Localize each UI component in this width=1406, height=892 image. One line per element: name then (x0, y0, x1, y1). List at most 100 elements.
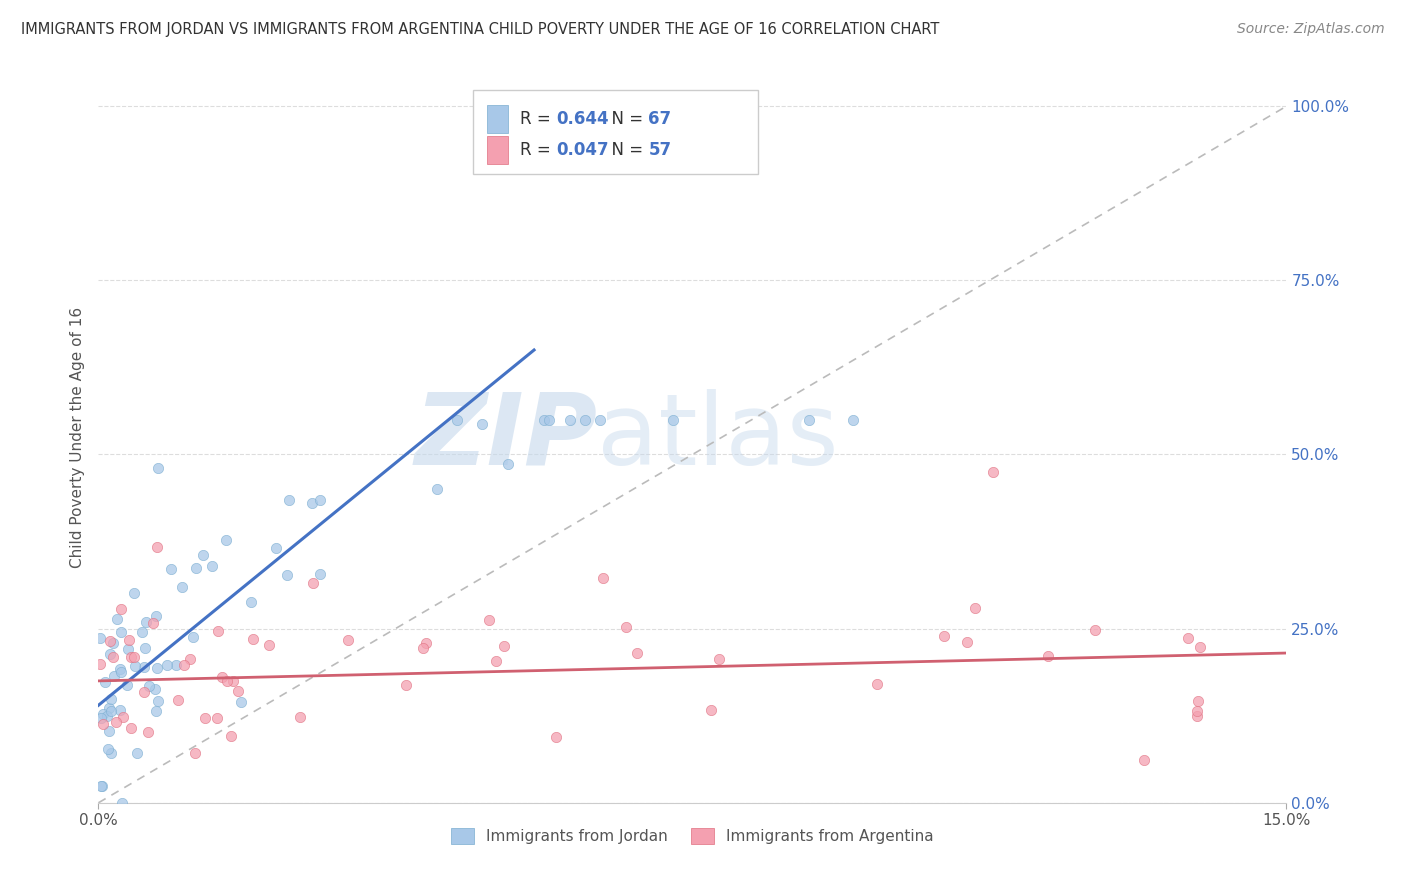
Point (117, 641, 139, 656)
Point (101, 650, 124, 665)
Point (842, 412, 865, 426)
Point (101, 636, 124, 650)
Point (156, 658, 179, 673)
Point (145, 609, 167, 624)
Point (533, 412, 555, 426)
Point (207, 624, 229, 639)
Point (173, 658, 195, 673)
Text: Source: ZipAtlas.com: Source: ZipAtlas.com (1237, 22, 1385, 37)
Point (160, 562, 183, 576)
Point (100, 704, 122, 718)
Point (415, 636, 437, 650)
Point (662, 412, 685, 426)
Point (191, 549, 214, 563)
Point (1084, 623, 1107, 637)
Point (614, 620, 637, 634)
Point (90, 779, 112, 793)
Point (395, 677, 418, 691)
Point (184, 560, 207, 574)
Text: 57: 57 (648, 141, 672, 159)
Point (1187, 694, 1209, 708)
Point (98, 701, 121, 715)
Point (100, 692, 122, 706)
Text: ZIP: ZIP (415, 389, 598, 485)
Point (145, 704, 167, 718)
Point (1133, 753, 1156, 767)
Point (97, 741, 120, 756)
Point (179, 651, 201, 665)
Point (91, 706, 114, 721)
Point (626, 646, 648, 660)
Point (219, 729, 242, 743)
Point (308, 492, 330, 507)
Point (290, 710, 312, 724)
Point (110, 625, 132, 640)
Point (981, 465, 1004, 479)
Point (110, 602, 132, 616)
Point (301, 496, 323, 510)
Point (91, 779, 114, 793)
Point (105, 612, 128, 626)
Point (100, 746, 122, 760)
Point (148, 461, 170, 475)
Text: atlas: atlas (598, 389, 839, 485)
Legend: Immigrants from Jordan, Immigrants from Argentina: Immigrants from Jordan, Immigrants from … (446, 822, 939, 850)
Point (477, 613, 499, 627)
Point (215, 674, 238, 689)
Point (574, 412, 596, 426)
Point (111, 796, 134, 810)
Point (110, 662, 132, 676)
Point (242, 632, 264, 646)
Point (183, 746, 205, 760)
Point (963, 600, 986, 615)
Point (201, 559, 224, 574)
Point (699, 703, 721, 717)
Point (98, 724, 121, 739)
Text: R =: R = (520, 141, 557, 159)
Point (93, 717, 115, 731)
Point (866, 677, 889, 691)
Text: N =: N = (600, 110, 648, 128)
Point (134, 685, 156, 699)
Point (90, 711, 112, 725)
Point (498, 457, 520, 471)
Point (301, 576, 323, 591)
Text: 0.644: 0.644 (555, 110, 609, 128)
Point (336, 633, 359, 648)
Point (120, 650, 142, 665)
Point (145, 661, 167, 675)
Point (118, 632, 141, 647)
Point (278, 493, 301, 508)
Text: R =: R = (520, 110, 557, 128)
Point (89, 657, 111, 672)
Point (125, 746, 148, 760)
Point (446, 412, 468, 426)
Point (309, 567, 332, 582)
Point (124, 658, 146, 673)
Point (122, 585, 145, 599)
Point (181, 631, 204, 645)
FancyBboxPatch shape (486, 136, 509, 164)
Point (165, 657, 187, 672)
Point (131, 625, 153, 640)
Point (797, 412, 820, 426)
Point (1185, 704, 1208, 718)
Point (167, 692, 190, 706)
Point (932, 629, 955, 643)
Point (143, 681, 166, 696)
Point (222, 674, 245, 689)
Y-axis label: Child Poverty Under the Age of 16: Child Poverty Under the Age of 16 (69, 307, 84, 567)
Point (110, 665, 132, 680)
Point (122, 650, 145, 665)
Point (105, 715, 128, 730)
Text: 67: 67 (648, 110, 672, 128)
Point (145, 540, 167, 554)
Point (103, 669, 125, 683)
Point (94, 675, 117, 690)
Point (135, 615, 157, 630)
Point (485, 654, 508, 668)
FancyBboxPatch shape (486, 105, 509, 133)
Point (537, 412, 560, 426)
Point (207, 711, 229, 725)
Point (589, 412, 612, 426)
